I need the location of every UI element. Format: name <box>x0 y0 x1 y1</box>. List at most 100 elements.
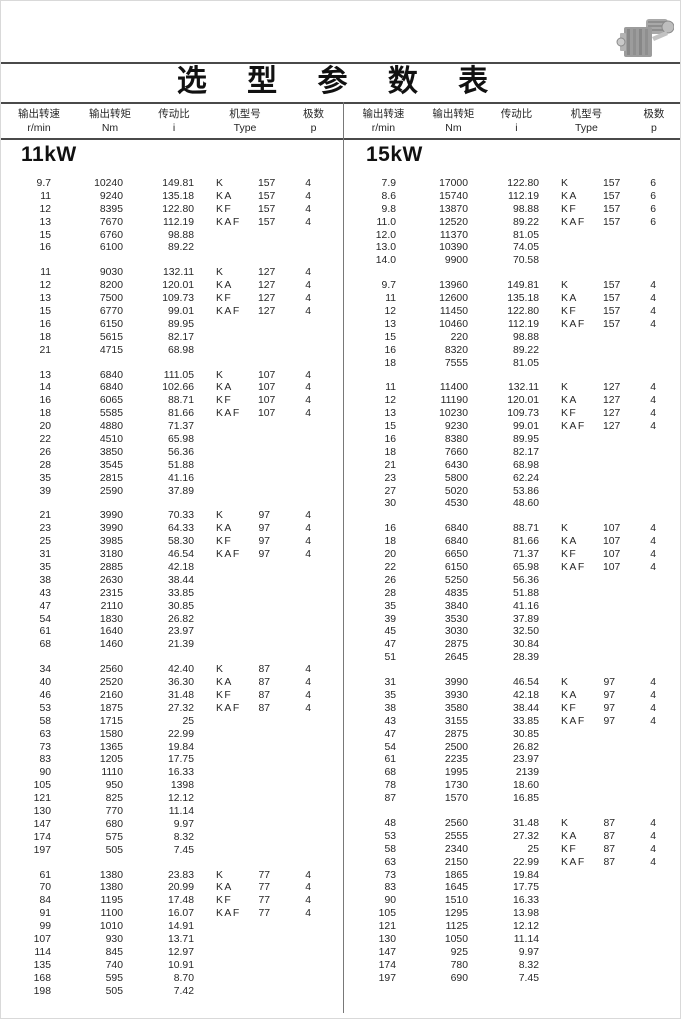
table-row: 15 9230 99.01 KAF 127 4 <box>346 420 680 433</box>
column-divider <box>343 102 344 1013</box>
cell-output-torque: 2340 <box>444 843 468 855</box>
table-row: 46 2160 31.48 KF 87 4 <box>1 689 342 702</box>
cell-ratio: 32.50 <box>512 626 539 638</box>
cell-output-speed: 130 <box>33 806 51 818</box>
cell-type-prefix: K <box>561 677 570 689</box>
cell-type-prefix: KA <box>216 523 233 535</box>
cell-output-speed: 20 <box>39 421 51 433</box>
table-row: 18 5585 81.66 KAF 107 4 <box>1 407 342 420</box>
cell-ratio: 89.95 <box>512 433 539 445</box>
cell-output-speed: 43 <box>39 587 51 599</box>
cell-ratio: 17.48 <box>167 895 194 907</box>
cell-ratio: 68.98 <box>167 344 194 356</box>
table-row: 18 6840 81.66 KA 107 4 <box>346 535 680 548</box>
cell-output-torque: 11190 <box>440 395 468 407</box>
gear-unit-block: 13 6840 111.05 K 107 4 14 6840 102.66 KA 107 4 16 606… <box>1 369 342 498</box>
cell-output-torque: 4880 <box>99 421 123 433</box>
table-row: 8.6 15740 112.19 KA 157 6 <box>346 190 680 203</box>
cell-output-torque: 10240 <box>94 177 123 189</box>
cell-poles: 4 <box>650 830 656 842</box>
cell-output-torque: 3030 <box>444 626 468 638</box>
cell-output-speed: 61 <box>384 754 396 766</box>
table-row: 168 595 8.70 <box>1 972 342 985</box>
cell-output-speed: 16 <box>39 318 51 330</box>
cell-type-prefix: KAF <box>561 216 586 228</box>
cell-output-speed: 12 <box>39 280 51 292</box>
table-row: 43 3155 33.85 KAF 97 4 <box>346 715 680 728</box>
cell-output-speed: 73 <box>384 869 396 881</box>
cell-poles: 4 <box>650 382 656 394</box>
cell-output-speed: 12 <box>39 203 51 215</box>
cell-output-speed: 87 <box>384 793 396 805</box>
col-header-type-zh: 机型号 <box>570 108 603 120</box>
cell-output-torque: 13960 <box>439 280 468 292</box>
cell-type-prefix: KF <box>561 549 578 561</box>
cell-output-torque: 1830 <box>99 613 123 625</box>
col-header-ratio: 传动比 i <box>143 105 205 135</box>
cell-output-speed: 35 <box>39 561 51 573</box>
table-row: 21 4715 68.98 <box>1 344 342 357</box>
cell-output-speed: 197 <box>33 844 51 856</box>
col-header-ratio-zh: 传动比 <box>158 108 190 120</box>
cell-output-torque: 950 <box>105 780 123 792</box>
cell-output-speed: 35 <box>384 600 396 612</box>
cell-output-torque: 2500 <box>444 741 468 753</box>
cell-type-prefix: KF <box>216 690 233 701</box>
cell-ratio: 31.48 <box>512 818 539 830</box>
gear-unit-block: 21 3990 70.33 K 97 4 23 3990 64.33 KA 97 4 25 3985 58.… <box>1 509 342 651</box>
cell-poles: 4 <box>305 523 311 535</box>
cell-type-size: 97 <box>603 702 615 714</box>
blocks-11kw: 9.7 10240 149.81 K 157 4 11 9240 135.18 KA 157 4 12 8… <box>1 177 342 998</box>
cell-output-speed: 9.7 <box>36 177 51 189</box>
cell-output-speed: 34 <box>39 664 51 676</box>
table-row: 68 1995 2139 <box>346 766 680 779</box>
cell-output-torque: 1365 <box>99 741 123 753</box>
cell-ratio: 89.22 <box>167 242 194 254</box>
cell-poles: 4 <box>305 536 311 548</box>
cell-type-prefix: KF <box>216 536 233 548</box>
table-row: 28 4835 51.88 <box>346 587 680 600</box>
cell-poles: 4 <box>305 382 311 394</box>
cell-ratio: 48.60 <box>512 498 539 510</box>
cell-output-torque: 1730 <box>444 780 468 792</box>
table-row: 16 8320 89.22 <box>346 344 680 357</box>
cell-output-speed: 11 <box>40 190 51 202</box>
cell-output-torque: 3530 <box>444 613 468 625</box>
cell-poles: 4 <box>650 549 656 561</box>
cell-output-torque: 925 <box>450 946 468 958</box>
cell-ratio: 65.98 <box>167 433 194 445</box>
cell-type-prefix: K <box>561 818 570 830</box>
cell-output-speed: 31 <box>39 549 51 561</box>
cell-output-torque: 12520 <box>439 216 468 228</box>
cell-output-torque: 5020 <box>444 485 468 497</box>
cell-poles: 6 <box>650 216 656 228</box>
cell-output-speed: 16 <box>384 433 396 445</box>
cell-ratio: 16.33 <box>512 895 539 907</box>
header-underline-rule <box>1 138 680 140</box>
cell-output-speed: 107 <box>33 934 51 946</box>
cell-ratio: 8.32 <box>518 959 539 971</box>
cell-output-speed: 47 <box>39 600 51 612</box>
col-header-torque-zh: 输出转矩 <box>89 108 131 120</box>
table-row: 121 825 12.12 <box>1 792 342 805</box>
cell-type-size: 87 <box>603 856 615 868</box>
cell-output-speed: 53 <box>39 702 51 714</box>
cell-output-speed: 15 <box>39 305 51 317</box>
cell-ratio: 37.89 <box>167 485 194 497</box>
gearbox-photo-graphic <box>616 19 675 57</box>
cell-output-torque: 770 <box>105 806 123 818</box>
table-row: 35 3840 41.16 <box>346 600 680 613</box>
cell-ratio: 82.17 <box>167 331 194 343</box>
table-row: 11 12600 135.18 KA 157 4 <box>346 292 680 305</box>
cell-poles: 4 <box>305 510 311 522</box>
cell-ratio: 99.01 <box>512 421 539 433</box>
table-row: 38 2630 38.44 <box>1 574 342 587</box>
cell-poles: 4 <box>650 561 656 573</box>
cell-output-torque: 5250 <box>444 574 468 586</box>
cell-output-torque: 11450 <box>439 305 468 317</box>
cell-ratio: 53.86 <box>512 485 539 497</box>
cell-output-torque: 1100 <box>100 908 123 920</box>
cell-ratio: 81.66 <box>512 536 539 548</box>
cell-output-speed: 147 <box>33 818 51 830</box>
cell-poles: 4 <box>305 408 311 420</box>
